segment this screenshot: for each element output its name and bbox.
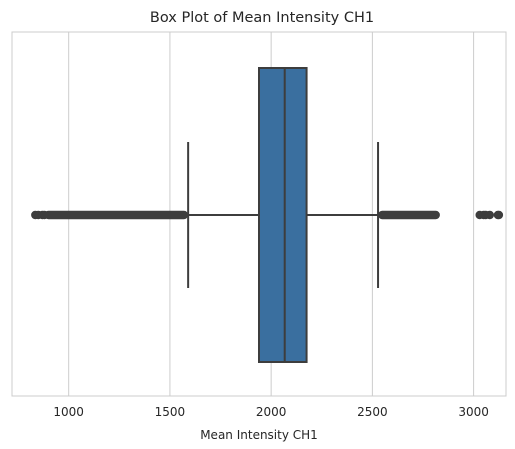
x-tick-label-1000: 1000 [53, 405, 84, 419]
chart-title: Box Plot of Mean Intensity CH1 [150, 10, 374, 26]
outlier-points [31, 210, 504, 220]
iqr-box [258, 67, 308, 363]
outlier-point-9 [494, 210, 504, 220]
x-tick-label-2500: 2500 [357, 405, 388, 419]
outliers-band-high [378, 210, 440, 220]
outlier-point-7 [485, 210, 495, 220]
iqr-box-group [258, 67, 308, 363]
x-axis-label: Mean Intensity CH1 [200, 428, 318, 442]
outliers-band-low [44, 210, 189, 220]
x-tick-label-2000: 2000 [256, 405, 287, 419]
x-tick-label-1500: 1500 [155, 405, 186, 419]
x-tick-labels: 1000 1500 2000 2500 3000 [53, 405, 488, 419]
outlier-point-3 [40, 210, 49, 220]
x-tick-label-3000: 3000 [458, 405, 489, 419]
